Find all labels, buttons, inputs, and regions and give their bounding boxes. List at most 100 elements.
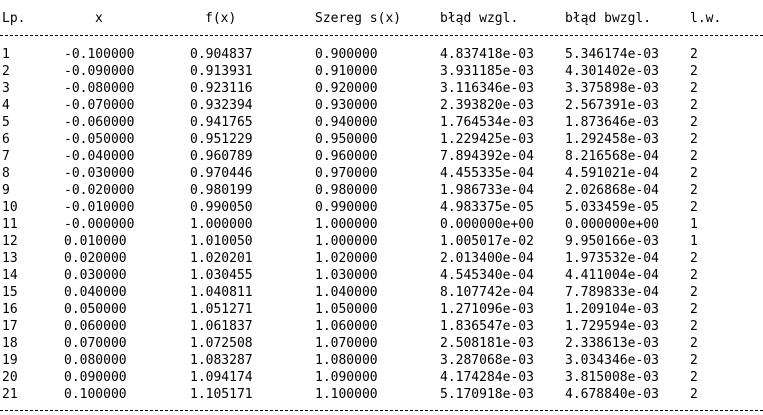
table-cell: 5.170918e-03 — [440, 387, 534, 402]
table-cell: 1.030455 — [190, 268, 253, 283]
table-cell: -0.060000 — [64, 115, 135, 130]
table-cell: 0.100000 — [64, 387, 127, 402]
table-cell: 2 — [690, 64, 698, 79]
table-cell: 1.061837 — [190, 319, 253, 334]
table-cell: 3.034346e-03 — [565, 353, 659, 368]
table-cell: 1.100000 — [315, 387, 378, 402]
table-cell: 5.346174e-03 — [565, 47, 659, 62]
table-cell: 8 — [2, 166, 10, 181]
table-cell: 0.090000 — [64, 370, 127, 385]
table-cell: -0.020000 — [64, 183, 135, 198]
table-cell: 1 — [2, 47, 10, 62]
table-cell: 1.040811 — [190, 285, 253, 300]
table-cell: 7.789833e-04 — [565, 285, 659, 300]
table-cell: 2 — [690, 268, 698, 283]
table-cell: -0.090000 — [64, 64, 135, 79]
header-cell: l.w. — [690, 11, 722, 26]
table-cell: 2 — [690, 285, 698, 300]
table-cell: 1.105171 — [190, 387, 253, 402]
table-cell: 2 — [690, 149, 698, 164]
table-cell: 4.678840e-03 — [565, 387, 659, 402]
table-cell: 3.815008e-03 — [565, 370, 659, 385]
table-cell: 4.983375e-05 — [440, 200, 534, 215]
table-cell: 17 — [2, 319, 18, 334]
table-cell: 0.960789 — [190, 149, 253, 164]
table-cell: 7.894392e-04 — [440, 149, 534, 164]
table-cell: -0.010000 — [64, 200, 135, 215]
table-cell: 9.950166e-03 — [565, 234, 659, 249]
table-cell: 3.287068e-03 — [440, 353, 534, 368]
table-cell: 0.910000 — [315, 64, 378, 79]
table-cell: 1.051271 — [190, 302, 253, 317]
table-cell: 2 — [690, 166, 698, 181]
table-cell: 2 — [690, 200, 698, 215]
table-cell: 1.973532e-04 — [565, 251, 659, 266]
table-cell: 1 — [690, 217, 698, 232]
table-cell: 1.030000 — [315, 268, 378, 283]
table-cell: 1.094174 — [190, 370, 253, 385]
table-cell: 4.545340e-04 — [440, 268, 534, 283]
table-cell: 0.980000 — [315, 183, 378, 198]
header-cell: Lp. — [2, 11, 26, 26]
table-cell: 5.033459e-05 — [565, 200, 659, 215]
table-cell: -0.050000 — [64, 132, 135, 147]
table-cell: 21 — [2, 387, 18, 402]
table-cell: -0.070000 — [64, 98, 135, 113]
table-cell: 1.005017e-02 — [440, 234, 534, 249]
table-cell: 1.209104e-03 — [565, 302, 659, 317]
table-cell: 0.990000 — [315, 200, 378, 215]
table-cell: 2.338613e-03 — [565, 336, 659, 351]
header-cell: błąd wzgl. — [440, 11, 519, 26]
table-cell: 0.904837 — [190, 47, 253, 62]
table-cell: 2 — [690, 115, 698, 130]
table-cell: 0.980199 — [190, 183, 253, 198]
table-cell: 0.040000 — [64, 285, 127, 300]
table-cell: 2 — [690, 132, 698, 147]
table-cell: 0.080000 — [64, 353, 127, 368]
table-cell: 2 — [690, 370, 698, 385]
table-cell: 0.060000 — [64, 319, 127, 334]
table-cell: 1.836547e-03 — [440, 319, 534, 334]
table-cell: 2 — [690, 319, 698, 334]
table-cell: 0.900000 — [315, 47, 378, 62]
table-cell: 1.729594e-03 — [565, 319, 659, 334]
table-cell: 0.932394 — [190, 98, 253, 113]
footer-rule — [0, 410, 763, 411]
header-cell: Szereg s(x) — [315, 11, 402, 26]
table-cell: 1.060000 — [315, 319, 378, 334]
table-cell: 18 — [2, 336, 18, 351]
table-cell: 1.229425e-03 — [440, 132, 534, 147]
table-cell: 0.010000 — [64, 234, 127, 249]
table-cell: 0.000000e+00 — [565, 217, 659, 232]
table-cell: 1.040000 — [315, 285, 378, 300]
table-cell: 20 — [2, 370, 18, 385]
table-cell: 1.000000 — [315, 234, 378, 249]
table-cell: 1.292458e-03 — [565, 132, 659, 147]
table-cell: 1.000000 — [315, 217, 378, 232]
table-cell: 8.216568e-04 — [565, 149, 659, 164]
table-cell: 3 — [2, 81, 10, 96]
table-cell: 2 — [690, 251, 698, 266]
header-rule — [0, 35, 763, 36]
table-cell: 2 — [690, 387, 698, 402]
table-cell: 0.020000 — [64, 251, 127, 266]
table-cell: 1.083287 — [190, 353, 253, 368]
header-cell: błąd bwzgl. — [565, 11, 652, 26]
table-cell: -0.030000 — [64, 166, 135, 181]
table-cell: 1.070000 — [315, 336, 378, 351]
table-cell: 1.020000 — [315, 251, 378, 266]
table-cell: 1.271096e-03 — [440, 302, 534, 317]
table-cell: 3.931185e-03 — [440, 64, 534, 79]
table-cell: 4.411004e-04 — [565, 268, 659, 283]
table-cell: 4.837418e-03 — [440, 47, 534, 62]
table-cell: -0.040000 — [64, 149, 135, 164]
table-cell: 1.000000 — [190, 217, 253, 232]
table-cell: 19 — [2, 353, 18, 368]
table-cell: -0.100000 — [64, 47, 135, 62]
table-cell: 0.050000 — [64, 302, 127, 317]
table-cell: 2.508181e-03 — [440, 336, 534, 351]
table-cell: 2 — [690, 302, 698, 317]
table-cell: 0.000000e+00 — [440, 217, 534, 232]
table-cell: 15 — [2, 285, 18, 300]
